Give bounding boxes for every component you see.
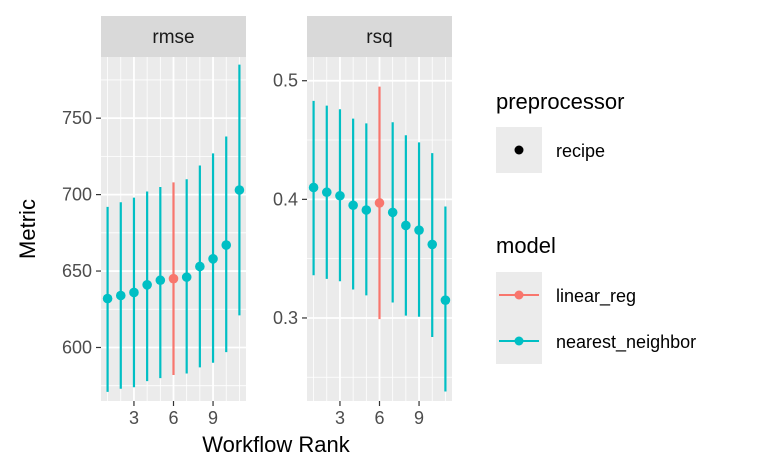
y-tick-label: 0.4: [273, 189, 298, 209]
x-tick-label: 9: [414, 408, 424, 428]
y-tick-label: 0.5: [273, 71, 298, 91]
x-tick-label: 3: [129, 408, 139, 428]
point-rank-2: [115, 290, 126, 301]
facet-rmse: rmse 600 650 700 750 3 6 9: [62, 16, 246, 428]
point-rank-7: [387, 207, 398, 218]
facet-rmse-y-axis: 600 650 700 750: [62, 108, 101, 357]
facet-rmse-marks: [102, 64, 245, 392]
point-rank-3: [335, 190, 345, 201]
x-tick-label: 3: [335, 408, 345, 428]
point-rank-8: [195, 261, 205, 272]
x-tick-label: 9: [208, 408, 218, 428]
point-rank-10: [427, 239, 438, 250]
facet-rsq-y-axis: 0.3 0.4 0.5: [273, 71, 307, 328]
point-rank-6: [168, 273, 179, 284]
point-rank-9: [414, 225, 424, 235]
x-tick-label: 6: [168, 408, 178, 428]
legend-preprocessor-title: preprocessor: [496, 89, 624, 114]
point-rank-9: [208, 254, 218, 264]
point-rank-11: [234, 185, 245, 195]
legend-preprocessor: preprocessor recipe: [496, 89, 624, 173]
y-tick-label: 0.3: [273, 308, 298, 328]
point-rank-10: [221, 240, 232, 250]
point-rank-5: [361, 205, 372, 215]
point-rank-7: [181, 272, 192, 282]
point-rank-11: [440, 295, 451, 305]
legend-linear-reg-label: linear_reg: [556, 286, 636, 307]
point-rank-5: [155, 275, 166, 286]
point-rank-1: [308, 182, 319, 193]
legend-recipe-label: recipe: [556, 141, 605, 161]
legend-linear-reg-point: [514, 290, 524, 300]
legend-model-title: model: [496, 233, 556, 258]
point-rank-4: [348, 200, 358, 211]
facet-rmse-strip-label: rmse: [152, 27, 194, 48]
facet-rsq-strip-label: rsq: [366, 27, 392, 48]
y-axis-title: Metric: [15, 199, 40, 259]
point-rank-2: [321, 187, 332, 198]
facet-rsq: rsq 0.3 0.4 0.5 3 6 9: [273, 16, 452, 428]
facet-rsq-strip: [307, 16, 452, 57]
x-axis-title: Workflow Rank: [202, 432, 351, 457]
x-tick-label: 6: [374, 408, 384, 428]
facet-rsq-x-axis: 3 6 9: [335, 401, 424, 428]
legend-nearest-neighbor-point: [514, 336, 524, 346]
y-tick-label: 600: [62, 337, 92, 357]
facet-rsq-marks: [308, 86, 451, 392]
y-tick-label: 650: [62, 261, 92, 281]
legend-recipe-point: [514, 145, 524, 155]
point-rank-6: [374, 198, 385, 208]
facet-rmse-strip: [101, 16, 246, 57]
y-tick-label: 700: [62, 185, 92, 205]
legend-model: model linear_reg nearest_neighbor: [496, 233, 696, 364]
legend-nearest-neighbor-label: nearest_neighbor: [556, 332, 696, 353]
y-tick-label: 750: [62, 108, 92, 128]
point-rank-4: [142, 280, 152, 290]
point-rank-8: [401, 220, 411, 231]
facet-rmse-x-axis: 3 6 9: [129, 401, 218, 428]
point-rank-3: [129, 287, 139, 298]
point-rank-1: [102, 293, 113, 304]
